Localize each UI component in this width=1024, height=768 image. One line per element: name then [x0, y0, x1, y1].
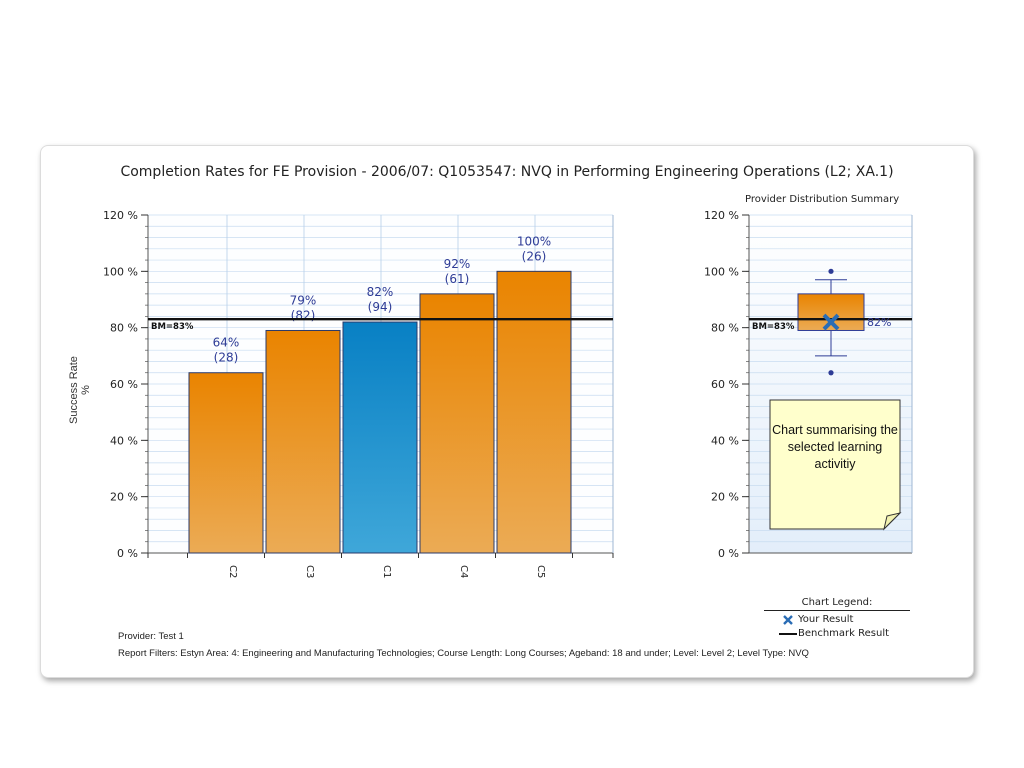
bar-value-label: 92%	[444, 257, 471, 271]
chart-legend: Chart Legend: Your Result Benchmark Resu…	[764, 597, 910, 639]
dist-y-tick-label: 40 %	[711, 434, 739, 447]
main-y-tick-label: 60 %	[110, 378, 138, 391]
bar-c5	[496, 270, 572, 554]
your-result-marker	[822, 313, 840, 331]
x-tick-label: C3	[304, 565, 315, 578]
bar-count-label: (28)	[214, 351, 239, 365]
dist-y-tick-label: 120 %	[704, 209, 739, 222]
distribution-title: Provider Distribution Summary	[745, 194, 900, 205]
your-result-label: 82%	[867, 316, 891, 329]
note-text-container: Chart summarising the selected learning …	[772, 423, 898, 471]
bar-c3	[265, 329, 341, 554]
chart-title: Completion Rates for FE Provision - 2006…	[120, 164, 894, 180]
bar-count-label: (94)	[368, 300, 393, 314]
x-tick-label: C2	[227, 565, 238, 578]
bar-count-label: (26)	[522, 249, 547, 263]
legend-item-your-result: Your Result	[778, 614, 910, 625]
bar-value-label: 64%	[213, 336, 240, 350]
note-fold	[883, 512, 902, 531]
cross-icon	[778, 614, 798, 625]
main-y-tick-label: 80 %	[110, 322, 138, 335]
main-y-tick-label: 120 %	[103, 209, 138, 222]
box-iqr	[797, 293, 865, 331]
dist-y-tick-label: 60 %	[711, 378, 739, 391]
bar-c2	[188, 372, 264, 554]
legend-benchmark-label: Benchmark Result	[798, 628, 890, 639]
box-outlier	[828, 370, 834, 376]
bar-c4	[419, 293, 495, 554]
x-tick-label: C1	[381, 565, 392, 578]
bar-value-label: 82%	[367, 285, 394, 299]
legend-your-result-label: Your Result	[798, 614, 854, 625]
legend-title: Chart Legend:	[764, 597, 910, 611]
main-y-tick-label: 0 %	[117, 547, 138, 560]
main-y-tick-label: 20 %	[110, 491, 138, 504]
dist-y-tick-label: 20 %	[711, 491, 739, 504]
bar-c1	[342, 321, 418, 554]
dist-benchmark-label: BM=83%	[752, 322, 795, 332]
dist-y-tick-label: 100 %	[704, 265, 739, 278]
line-icon	[778, 632, 798, 636]
box-outlier	[828, 268, 834, 274]
dist-y-tick-label: 0 %	[718, 547, 739, 560]
x-tick-label: C5	[535, 565, 546, 578]
footer-provider: Provider: Test 1	[118, 631, 184, 642]
dist-y-tick-label: 80 %	[711, 322, 739, 335]
x-tick-label: C4	[458, 565, 469, 578]
bar-value-label: 100%	[517, 234, 551, 248]
legend-item-benchmark: Benchmark Result	[778, 628, 910, 639]
bar-value-label: 79%	[290, 293, 317, 307]
benchmark-label: BM=83%	[151, 322, 194, 332]
main-y-tick-label: 100 %	[103, 265, 138, 278]
footer-filters: Report Filters: Estyn Area: 4: Engineeri…	[118, 648, 809, 659]
bar-count-label: (61)	[445, 272, 470, 286]
note-text: Chart summarising the selected learning …	[772, 423, 898, 471]
main-y-tick-label: 40 %	[110, 434, 138, 447]
